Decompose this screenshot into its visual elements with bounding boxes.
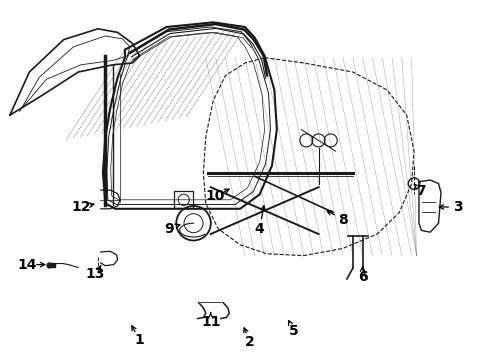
Text: 11: 11 <box>201 315 220 329</box>
Text: 3: 3 <box>453 200 463 214</box>
Text: 2: 2 <box>245 335 255 349</box>
Text: 9: 9 <box>164 222 174 235</box>
Text: 10: 10 <box>206 189 225 203</box>
Text: 1: 1 <box>135 333 145 347</box>
Text: 12: 12 <box>71 200 91 214</box>
Text: 13: 13 <box>86 267 105 280</box>
Text: 8: 8 <box>338 213 348 226</box>
Text: 14: 14 <box>17 258 37 271</box>
Bar <box>174 191 193 208</box>
Text: 6: 6 <box>358 270 368 284</box>
Text: 7: 7 <box>416 184 426 198</box>
Text: 4: 4 <box>255 222 265 235</box>
Text: 5: 5 <box>289 324 299 338</box>
